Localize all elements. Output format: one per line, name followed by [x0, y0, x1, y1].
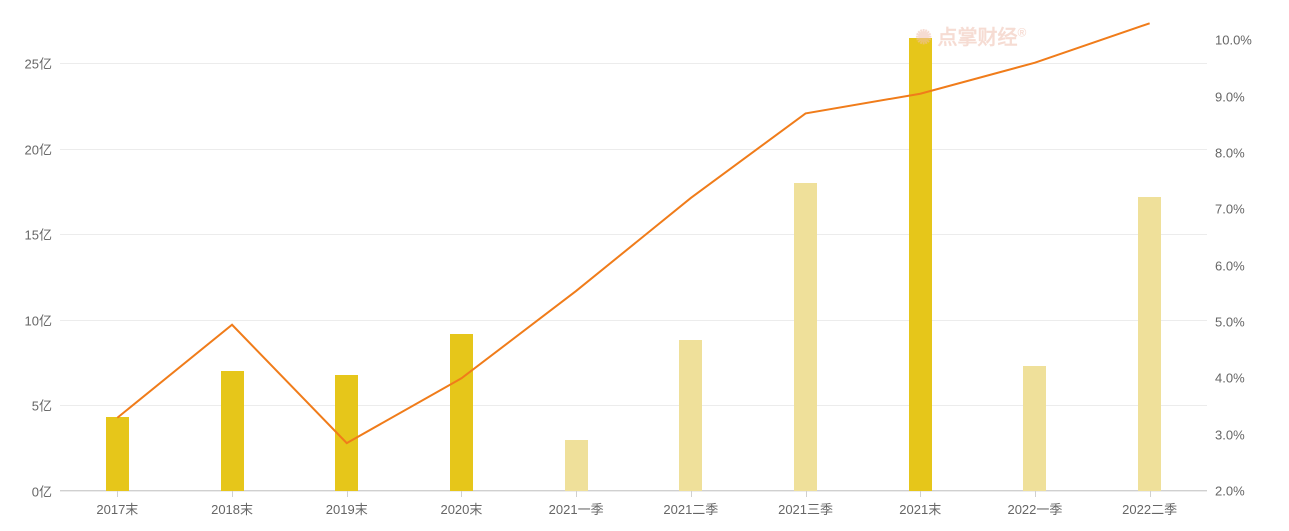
y2-tick-label: 8.0% [1215, 145, 1245, 160]
x-tick [117, 491, 118, 497]
y1-tick-label: 0亿 [32, 482, 52, 501]
y1-tick-label: 10亿 [25, 310, 52, 329]
y2-tick-label: 9.0% [1215, 89, 1245, 104]
x-tick [576, 491, 577, 497]
y1-tick-label: 5亿 [32, 396, 52, 415]
x-tick-label: 2021二季 [663, 499, 718, 518]
x-tick-label: 2022一季 [1007, 499, 1062, 518]
x-tick [691, 491, 692, 497]
x-tick-label: 2021一季 [549, 499, 604, 518]
y2-tick-label: 2.0% [1215, 484, 1245, 499]
y1-tick-label: 20亿 [25, 139, 52, 158]
x-tick-label: 2019末 [326, 499, 368, 518]
x-tick [806, 491, 807, 497]
y2-tick-label: 4.0% [1215, 371, 1245, 386]
y1-tick-label: 15亿 [25, 225, 52, 244]
y2-tick-label: 6.0% [1215, 258, 1245, 273]
chart-container: 0亿 5亿 10亿 15亿 20亿 25亿 2.0% 3.0% 4.0% 5.0% 6.0% 7.0%… [0, 0, 1289, 531]
x-tick [1035, 491, 1036, 497]
line-series [60, 12, 1207, 491]
plot-area: 0亿5亿10亿15亿20亿25亿2.0%3.0%4.0%5.0%6.0%7.0%… [60, 12, 1207, 491]
y2-tick-label: 10.0% [1215, 33, 1252, 48]
line-path [117, 23, 1149, 443]
x-tick [347, 491, 348, 497]
x-tick [461, 491, 462, 497]
x-tick [232, 491, 233, 497]
x-tick [920, 491, 921, 497]
x-tick-label: 2018末 [211, 499, 253, 518]
y2-tick-label: 3.0% [1215, 427, 1245, 442]
x-tick-label: 2017末 [96, 499, 138, 518]
x-tick-label: 2020末 [440, 499, 482, 518]
x-tick-label: 2021末 [899, 499, 941, 518]
x-tick-label: 2021三季 [778, 499, 833, 518]
y1-tick-label: 25亿 [25, 54, 52, 73]
x-tick-label: 2022二季 [1122, 499, 1177, 518]
y2-tick-label: 7.0% [1215, 202, 1245, 217]
y2-tick-label: 5.0% [1215, 314, 1245, 329]
x-tick [1150, 491, 1151, 497]
